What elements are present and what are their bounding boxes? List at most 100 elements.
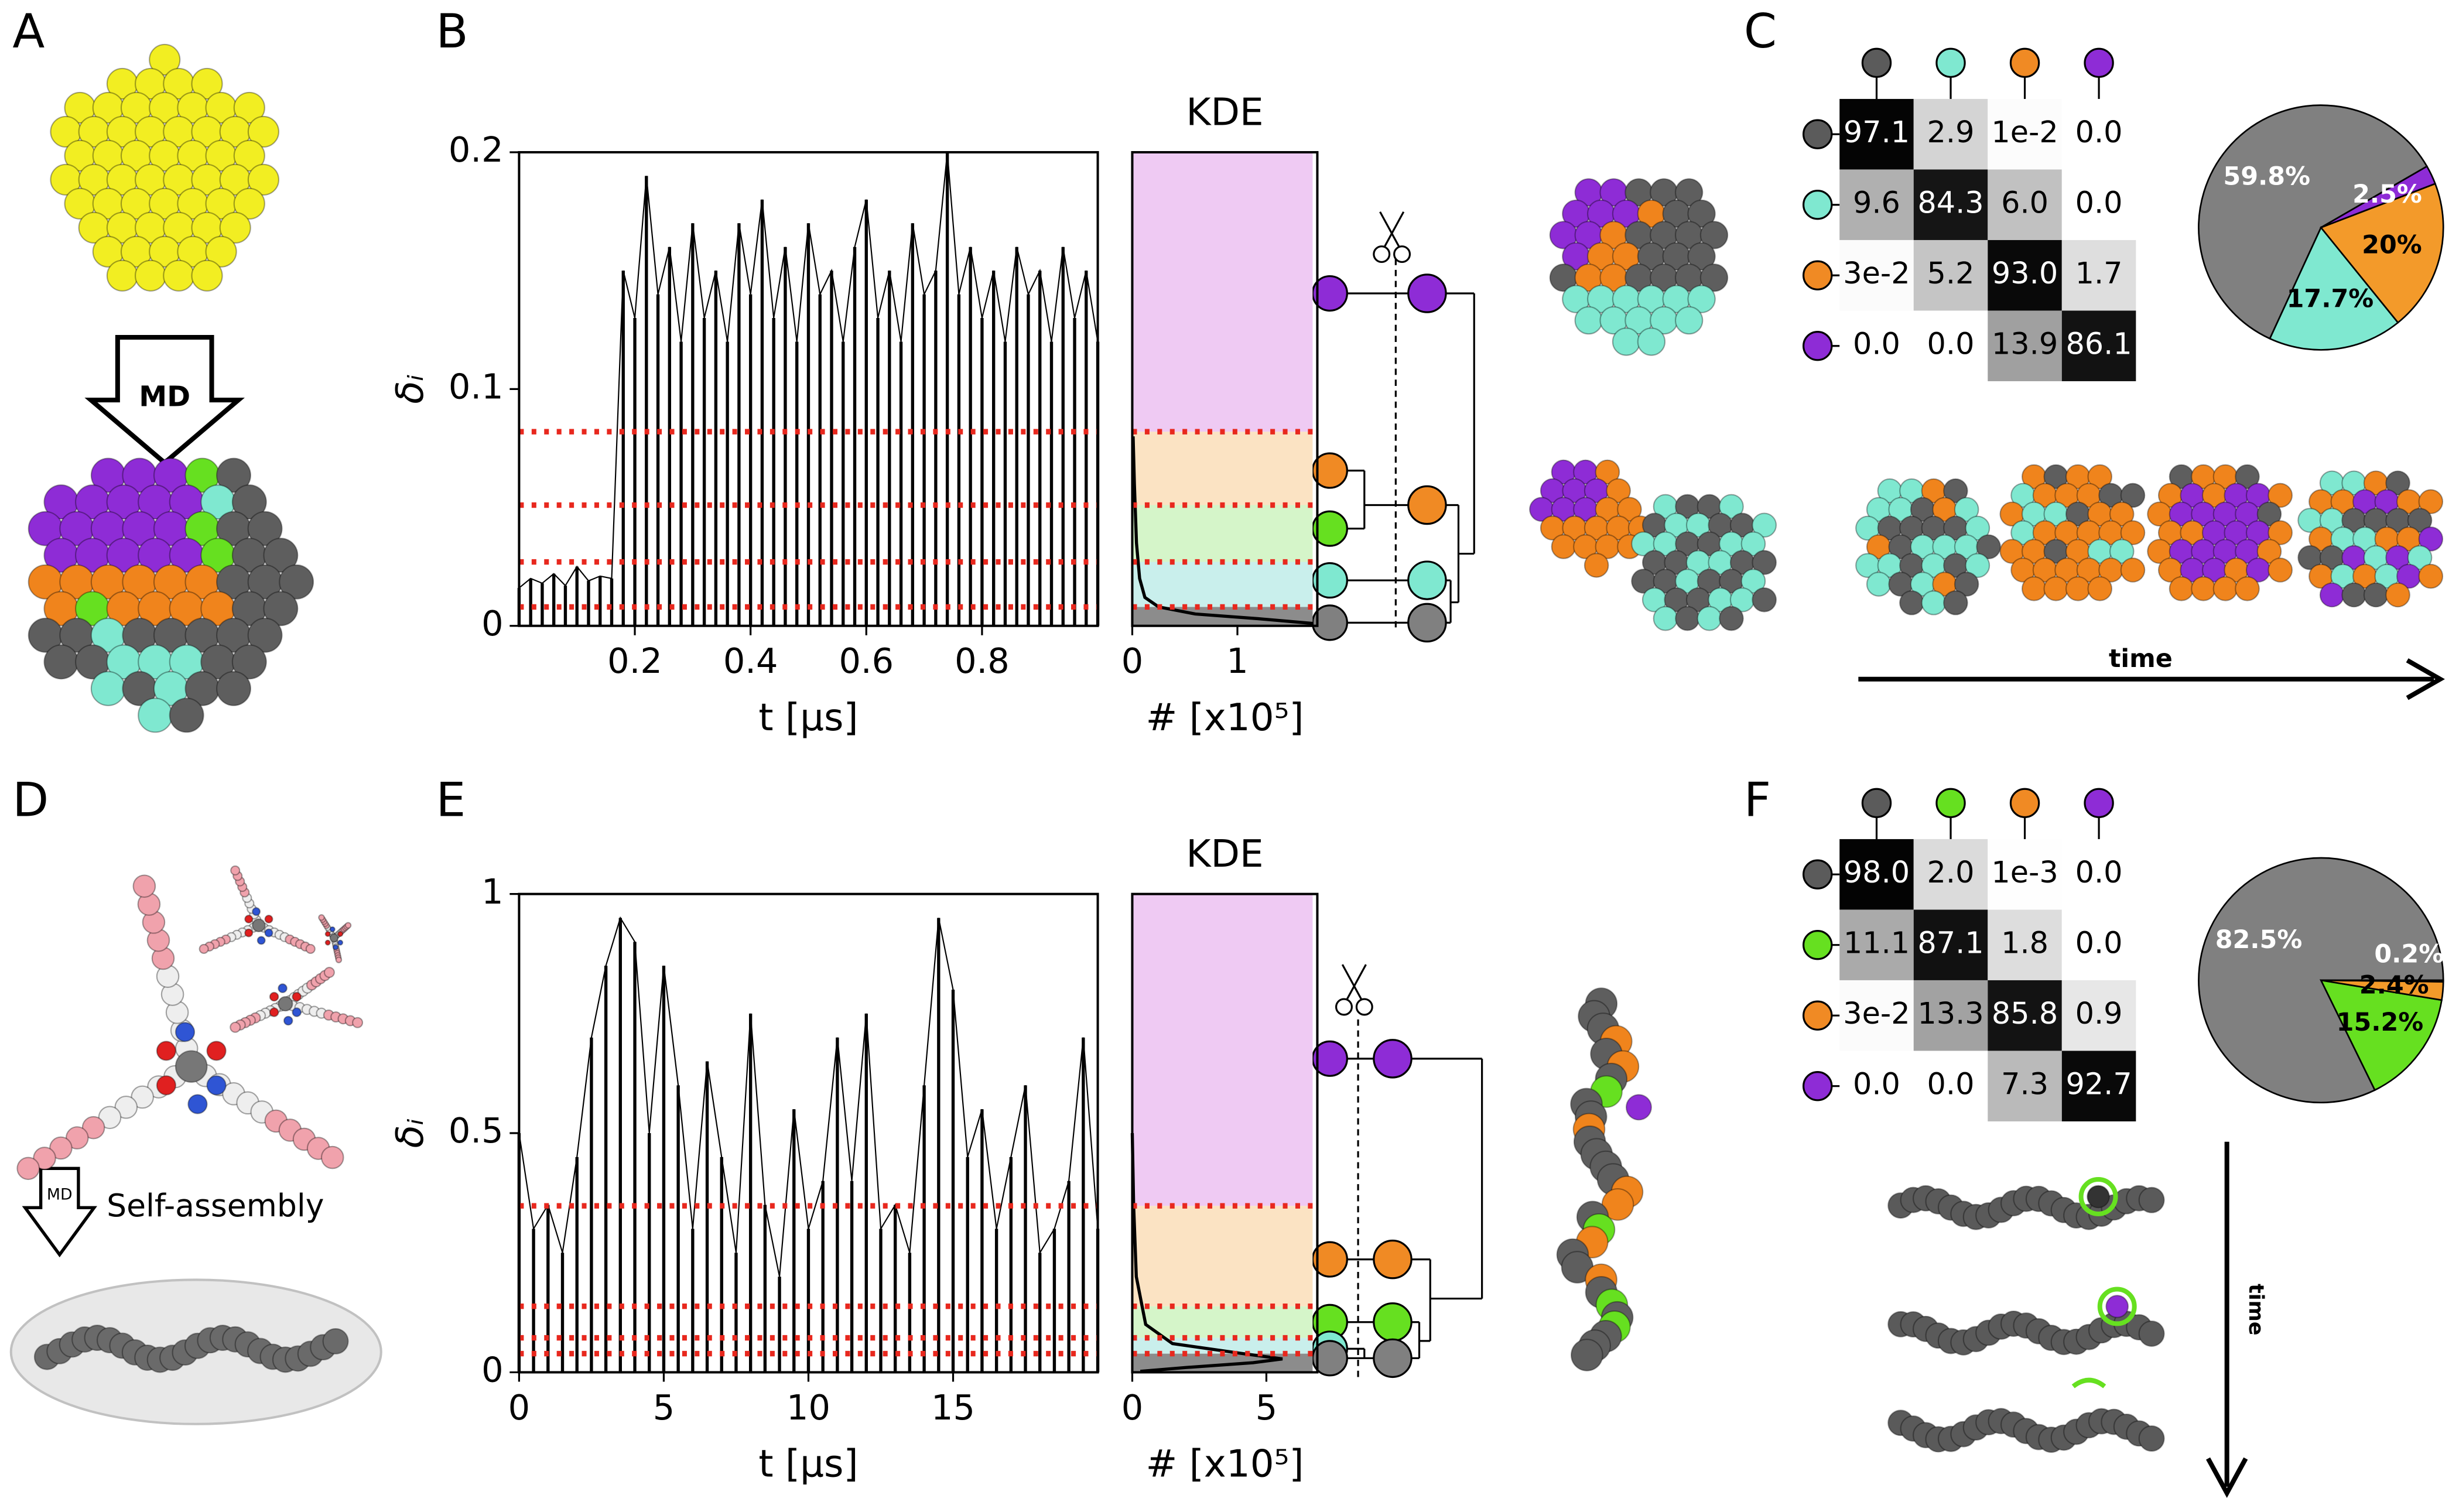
state-node [1407,560,1447,600]
sphere [132,874,156,898]
sphere [247,617,283,653]
row-state-marker [1803,929,1833,960]
sphere [2407,545,2433,570]
sphere [1752,512,1777,538]
sphere [252,907,261,916]
sphere [2212,576,2238,601]
sphere [1687,199,1716,228]
matrix-cell-label: 0.9 [2075,996,2123,1031]
x-tick-label: 0.4 [723,641,778,681]
sphere [2268,520,2293,545]
sphere [2138,1321,2165,1347]
sphere [263,538,299,573]
matrix-cell-label: 1.7 [2075,256,2123,290]
x-tick-label: 0.8 [955,641,1010,681]
sphere [191,67,223,100]
pie-label: 17.7% [2287,284,2374,313]
sphere [191,259,223,292]
sphere [256,936,266,945]
sphere [233,187,265,220]
sphere [352,1017,364,1028]
sphere [1653,606,1678,631]
sphere [1943,478,1968,504]
sphere [2087,464,2113,490]
sphere [199,943,209,954]
sphere [335,956,343,963]
sphere [2087,576,2113,601]
x-tick-label: 0.2 [607,641,662,681]
sphere [269,991,279,1002]
sphere [98,1106,122,1130]
sphere [1601,1188,1634,1221]
pie-slice [2269,226,2399,351]
sphere [1954,572,1979,597]
matrix-cell [1913,980,1988,1051]
sphere [2268,483,2293,508]
matrix-cell [1839,169,1914,240]
matrix-cell [1839,1051,1914,1121]
matrix-cell-label: 0.0 [1927,327,1975,361]
state-band [1132,562,1313,607]
matrix-cell-label: 85.8 [1992,996,2058,1031]
scissors [1335,964,1373,1016]
sphere [230,1021,241,1033]
column-state-marker [1935,47,1966,78]
row-state-marker [1803,1000,1833,1031]
state-node [1407,485,1447,525]
matrix-cell-label: 1.8 [2001,926,2048,960]
sphere [1612,327,1641,356]
sphere [2319,582,2345,608]
sphere [163,259,195,292]
sphere [1954,497,1979,522]
md-label: MD [139,380,190,413]
matrix-cell-label: 98.0 [1844,855,1910,890]
highlight-ring [2078,1177,2118,1216]
sphere [2385,582,2410,608]
matrix-cell [1988,909,2062,980]
column-state-marker [2084,788,2114,819]
sphere [1740,531,1766,556]
column-state-marker [2009,788,2040,819]
sphere [320,1145,344,1169]
x-axis-label: # [x10⁵] [1145,1442,1304,1486]
sphere [49,1136,73,1160]
matrix-cell-label: 2.0 [1927,855,1975,890]
matrix-cell-label: 2.9 [1927,115,1975,149]
sphere [1699,264,1729,292]
sphere [2169,576,2194,601]
pie-slice [2198,104,2429,340]
panel-letter: D [12,772,49,827]
sphere [329,926,336,932]
state-node [1373,1338,1413,1378]
matrix-cell [1839,980,1914,1051]
matrix-cell [1913,909,1988,980]
sphere [1965,553,1991,578]
sphere [2109,501,2135,527]
sphere [149,43,181,76]
sphere [138,697,173,733]
sphere [2418,526,2444,552]
matrix-cell-label: 0.0 [2075,855,2123,890]
trace-line [518,916,1099,1277]
sphere [1617,497,1642,522]
sphere [1674,306,1704,335]
matrix-cell [1839,98,1914,170]
sphere [131,1085,154,1109]
pie-label: 20% [2362,230,2422,259]
sphere [16,1157,40,1181]
matrix-cell-label: 0.0 [1853,327,1900,361]
sphere [230,865,241,876]
sphere [2065,576,2091,601]
matrix-cell [1988,310,2062,381]
sphere [318,914,325,921]
sphere [2138,1186,2165,1213]
panel-letter: B [436,4,468,59]
column-state-marker [1861,47,1892,78]
sphere [1697,606,1722,631]
sphere [2043,576,2069,601]
pie-slice [2320,182,2444,324]
state-band [1132,152,1313,432]
matrix-cell-label: 0.0 [2075,926,2123,960]
